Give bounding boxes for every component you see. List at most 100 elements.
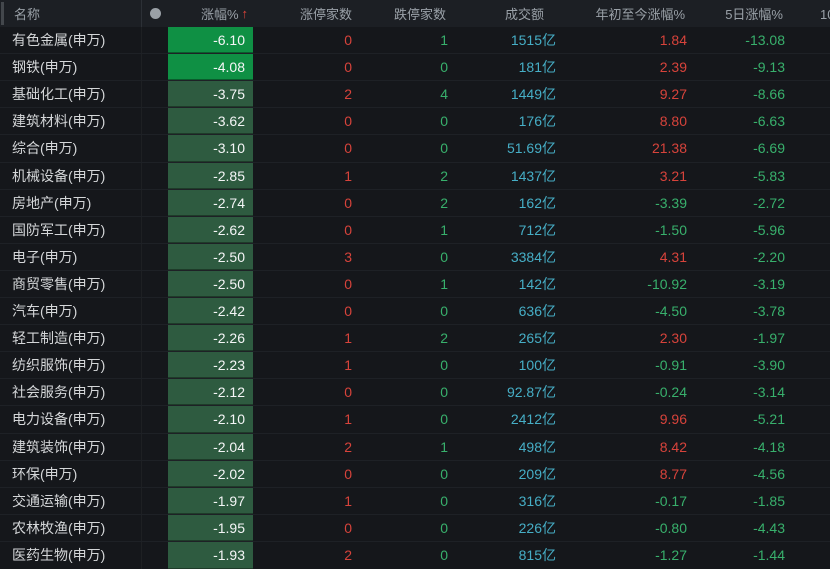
- limit-down-count: 2: [440, 167, 448, 184]
- table-row[interactable]: 纺织服饰(申万) -2.23 1 0 100亿 -0.91 -3.90: [0, 352, 830, 380]
- limit-up-count: 0: [344, 519, 352, 536]
- five-day-change-value: -13.08: [745, 32, 785, 49]
- turnover-value: 815亿: [518, 547, 556, 564]
- table-row[interactable]: 交通运输(申万) -1.97 1 0 316亿 -0.17 -1.85: [0, 487, 830, 515]
- row-dot-spacer: [142, 163, 168, 189]
- ytd-change-value: -0.17: [655, 492, 687, 509]
- limit-down-count: 0: [440, 411, 448, 428]
- table-row[interactable]: 电力设备(申万) -2.10 1 0 2412亿 9.96 -5.21: [0, 406, 830, 434]
- row-dot-spacer: [142, 217, 168, 243]
- limit-down-count: 0: [440, 547, 448, 564]
- ytd-change-value: 8.42: [659, 438, 687, 455]
- limit-up-count: 1: [344, 330, 352, 347]
- five-day-change-value: -1.97: [753, 330, 785, 347]
- sector-name: 交通运输(申万): [0, 487, 142, 514]
- five-day-change-value: -5.21: [753, 411, 785, 428]
- column-header-change[interactable]: 涨幅% ↑: [168, 0, 253, 27]
- table-row[interactable]: 钢铁(申万) -4.08 0 0 181亿 2.39 -9.13: [0, 54, 830, 82]
- ytd-change-value: -1.27: [655, 547, 687, 564]
- sector-name: 环保(申万): [0, 460, 142, 487]
- ytd-change-value: 1.84: [659, 32, 687, 49]
- table-row[interactable]: 有色金属(申万) -6.10 0 1 1515亿 1.84 -13.08: [0, 27, 830, 55]
- change-percent-cell: -2.23: [168, 352, 253, 379]
- change-percent-cell: -2.04: [168, 433, 253, 460]
- ten-day-change-value: [787, 54, 830, 80]
- table-row[interactable]: 综合(申万) -3.10 0 0 51.69亿 21.38 -6.69: [0, 135, 830, 163]
- limit-down-count: 1: [440, 275, 448, 292]
- limit-down-count: 1: [440, 32, 448, 49]
- column-header-10day-change-partial[interactable]: 10日涨幅%: [820, 7, 830, 22]
- turnover-value: 209亿: [518, 465, 556, 482]
- ten-day-change-value: [787, 271, 830, 297]
- column-header-name[interactable]: 名称: [0, 0, 142, 27]
- five-day-change-value: -1.85: [753, 492, 785, 509]
- row-dot-spacer: [142, 406, 168, 432]
- limit-up-count: 0: [344, 32, 352, 49]
- table-row[interactable]: 轻工制造(申万) -2.26 1 2 265亿 2.30 -1.97: [0, 325, 830, 353]
- limit-down-count: 4: [440, 86, 448, 103]
- ten-day-change-value: [787, 379, 830, 405]
- row-dot-spacer: [142, 27, 168, 53]
- table-row[interactable]: 机械设备(申万) -2.85 1 2 1437亿 3.21 -5.83: [0, 162, 830, 190]
- five-day-change-value: -4.56: [753, 465, 785, 482]
- turnover-value: 1449亿: [510, 86, 556, 103]
- turnover-value: 712亿: [518, 221, 556, 238]
- ten-day-change-value: [787, 406, 830, 432]
- table-row[interactable]: 环保(申万) -2.02 0 0 209亿 8.77 -4.56: [0, 460, 830, 488]
- table-row[interactable]: 基础化工(申万) -3.75 2 4 1449亿 9.27 -8.66: [0, 81, 830, 109]
- ten-day-change-value: [787, 244, 830, 270]
- table-row[interactable]: 国防军工(申万) -2.62 0 1 712亿 -1.50 -5.96: [0, 216, 830, 244]
- row-dot-spacer: [142, 325, 168, 351]
- turnover-value: 3384亿: [510, 248, 556, 265]
- ytd-change-value: 3.21: [659, 167, 687, 184]
- sector-name: 汽车(申万): [0, 298, 142, 325]
- row-dot-spacer: [142, 108, 168, 134]
- sector-name: 钢铁(申万): [0, 54, 142, 81]
- table-row[interactable]: 建筑装饰(申万) -2.04 2 1 498亿 8.42 -4.18: [0, 433, 830, 461]
- table-row[interactable]: 社会服务(申万) -2.12 0 0 92.87亿 -0.24 -3.14: [0, 379, 830, 407]
- limit-up-count: 0: [344, 384, 352, 401]
- sector-name: 有色金属(申万): [0, 27, 142, 54]
- table-row[interactable]: 农林牧渔(申万) -1.95 0 0 226亿 -0.80 -4.43: [0, 514, 830, 542]
- turnover-value: 100亿: [518, 357, 556, 374]
- column-header-turnover[interactable]: 成交额: [504, 7, 544, 22]
- table-row[interactable]: 医药生物(申万) -1.93 2 0 815亿 -1.27 -1.44: [0, 541, 830, 569]
- five-day-change-value: -3.90: [753, 357, 785, 374]
- five-day-change-value: -3.19: [753, 275, 785, 292]
- limit-down-count: 0: [440, 492, 448, 509]
- change-percent-cell: -2.12: [168, 379, 253, 406]
- column-header-limit-up[interactable]: 涨停家数: [299, 7, 352, 22]
- change-percent-cell: -1.97: [168, 487, 253, 514]
- five-day-change-value: -1.44: [753, 547, 785, 564]
- limit-down-count: 1: [440, 438, 448, 455]
- ten-day-change-value: [787, 135, 830, 161]
- table-row[interactable]: 汽车(申万) -2.42 0 0 636亿 -4.50 -3.78: [0, 298, 830, 326]
- sector-name: 农林牧渔(申万): [0, 514, 142, 541]
- five-day-change-value: -3.14: [753, 384, 785, 401]
- table-row[interactable]: 商贸零售(申万) -2.50 0 1 142亿 -10.92 -3.19: [0, 270, 830, 298]
- five-day-change-value: -5.83: [753, 167, 785, 184]
- column-header-5day-change[interactable]: 5日涨幅%: [725, 7, 783, 22]
- ten-day-change-value: [787, 461, 830, 487]
- table-row[interactable]: 建筑材料(申万) -3.62 0 0 176亿 8.80 -6.63: [0, 108, 830, 136]
- ten-day-change-value: [787, 190, 830, 216]
- ten-day-change-value: [787, 27, 830, 53]
- five-day-change-value: -6.69: [753, 140, 785, 157]
- table-header: 名称 涨幅% ↑ 涨停家数 跌停家数 成交额 年初至今涨幅% 5日涨幅% 10日…: [0, 0, 830, 27]
- table-row[interactable]: 房地产(申万) -2.74 0 2 162亿 -3.39 -2.72: [0, 189, 830, 217]
- turnover-value: 265亿: [518, 330, 556, 347]
- sector-name: 机械设备(申万): [0, 162, 142, 189]
- table-row[interactable]: 电子(申万) -2.50 3 0 3384亿 4.31 -2.20: [0, 243, 830, 271]
- change-percent-cell: -2.85: [168, 162, 253, 189]
- column-header-dot[interactable]: [142, 0, 168, 27]
- column-header-change-label: 涨幅%: [200, 7, 239, 22]
- row-dot-spacer: [142, 190, 168, 216]
- limit-down-count: 0: [440, 465, 448, 482]
- ten-day-change-value: [787, 434, 830, 460]
- ten-day-change-value: [787, 352, 830, 378]
- limit-up-count: 1: [344, 357, 352, 374]
- change-percent-cell: -2.02: [168, 460, 253, 487]
- column-header-ytd-change[interactable]: 年初至今涨幅%: [595, 7, 685, 22]
- column-header-limit-down[interactable]: 跌停家数: [393, 7, 446, 22]
- sector-name: 国防军工(申万): [0, 216, 142, 243]
